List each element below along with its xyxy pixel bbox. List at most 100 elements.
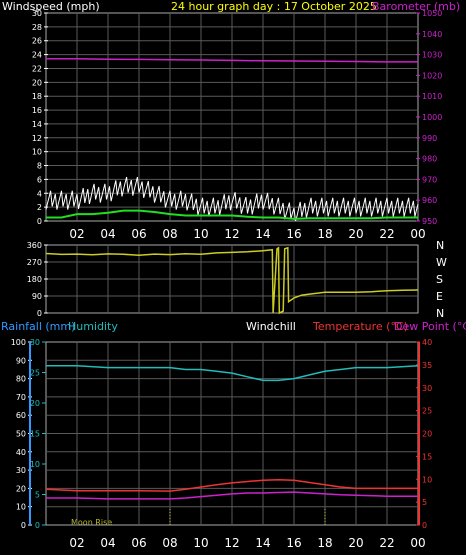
x-tick-label: 22 xyxy=(379,227,394,241)
humidity-tick-label: 30 xyxy=(16,466,26,475)
x-tick-label: 08 xyxy=(162,227,177,241)
x-tick-label: 02 xyxy=(69,227,84,241)
x-tick-label: 18 xyxy=(317,536,332,550)
humidity-tick-label: 70 xyxy=(16,393,26,402)
temperature-tick-label: 40 xyxy=(422,338,432,347)
dewpoint-series xyxy=(46,491,418,500)
temperature-title: Temperature (°C) xyxy=(312,320,408,333)
barometer-tick-label: 1050 xyxy=(422,9,442,18)
compass-label: W xyxy=(436,256,447,269)
windspeed-tick-label: 4 xyxy=(37,189,42,198)
direction-tick-label: 360 xyxy=(27,241,42,250)
barometer-tick-label: 950 xyxy=(422,217,437,226)
windspeed-tick-label: 0 xyxy=(37,217,42,226)
barometer-tick-label: 960 xyxy=(422,196,437,205)
windchill-title: Windchill xyxy=(246,320,296,333)
x-tick-label: 12 xyxy=(224,227,239,241)
temperature-series xyxy=(45,478,418,492)
humidity-series xyxy=(46,365,419,382)
x-tick-label: 06 xyxy=(131,227,146,241)
windspeed-tick-label: 6 xyxy=(37,175,42,184)
temperature-tick-label: 30 xyxy=(422,384,432,393)
barometer-tick-label: 1020 xyxy=(422,71,442,80)
temperature-tick-label: 0 xyxy=(422,521,427,530)
temperature-tick-label: 35 xyxy=(422,361,432,370)
windspeed-tick-label: 24 xyxy=(32,51,42,60)
windspeed-tick-label: 26 xyxy=(32,37,42,46)
humidity-tick-label: 40 xyxy=(16,448,26,457)
barometer-tick-label: 1040 xyxy=(422,30,442,39)
humidity-tick-label: 0 xyxy=(21,521,26,530)
x-tick-label: 00 xyxy=(410,536,425,550)
dewpoint-title: Dew Point (°C) xyxy=(394,320,466,333)
rainfall-tick-label: 5 xyxy=(35,491,40,500)
windspeed-tick-label: 20 xyxy=(32,78,42,87)
windspeed-title: Windspeed (mph) xyxy=(2,0,100,13)
temperature-tick-label: 20 xyxy=(422,430,432,439)
compass-label: N xyxy=(436,307,444,320)
temperature-tick-label: 25 xyxy=(422,407,432,416)
windspeed-tick-label: 30 xyxy=(32,9,42,18)
humidity-title: Humidity xyxy=(68,320,118,333)
rainfall-tick-label: 20 xyxy=(30,399,40,408)
x-tick-label: 10 xyxy=(193,536,208,550)
rainfall-tick-label: 30 xyxy=(30,338,40,347)
graph-day-title: 24 hour graph day : 17 October 2025 xyxy=(171,0,377,13)
x-tick-label: 20 xyxy=(348,227,363,241)
windspeed-tick-label: 14 xyxy=(32,120,42,129)
x-tick-label: 08 xyxy=(162,536,177,550)
humidity-tick-label: 20 xyxy=(16,484,26,493)
windspeed-tick-label: 16 xyxy=(32,106,42,115)
windspeed-series xyxy=(45,176,419,222)
compass-label: S xyxy=(436,273,443,286)
humidity-tick-label: 80 xyxy=(16,375,26,384)
barometer-tick-label: 990 xyxy=(422,134,437,143)
rainfall-title: Rainfall (mm) xyxy=(1,320,75,333)
temperature-tick-label: 5 xyxy=(422,498,427,507)
x-tick-label: 12 xyxy=(224,536,239,550)
x-tick-label: 10 xyxy=(193,227,208,241)
humidity-tick-label: 90 xyxy=(16,356,26,365)
x-tick-label: 04 xyxy=(100,227,115,241)
compass-label: N xyxy=(436,239,444,252)
compass-label: E xyxy=(436,290,443,303)
rainfall-tick-label: 10 xyxy=(30,460,40,469)
x-tick-label: 22 xyxy=(379,536,394,550)
x-tick-label: 14 xyxy=(255,227,270,241)
barometer-tick-label: 1000 xyxy=(422,113,442,122)
direction-tick-label: 270 xyxy=(27,258,42,267)
direction-tick-label: 90 xyxy=(32,292,42,301)
humidity-tick-label: 10 xyxy=(16,503,26,512)
humidity-tick-label: 60 xyxy=(16,411,26,420)
direction-tick-label: 0 xyxy=(37,309,42,318)
x-tick-label: 20 xyxy=(348,536,363,550)
windspeed-tick-label: 10 xyxy=(32,148,42,157)
humidity-tick-label: 100 xyxy=(11,338,26,347)
barometer-tick-label: 1030 xyxy=(422,51,442,60)
direction-tick-label: 180 xyxy=(27,275,42,284)
windspeed-tick-label: 18 xyxy=(32,92,42,101)
barometer-tick-label: 970 xyxy=(422,175,437,184)
barometer-tick-label: 980 xyxy=(422,155,437,164)
direction-series xyxy=(45,246,419,315)
barometer-series xyxy=(46,58,418,63)
humidity-tick-label: 50 xyxy=(16,430,26,439)
x-tick-label: 16 xyxy=(286,227,301,241)
x-tick-label: 04 xyxy=(100,536,115,550)
barometer-tick-label: 1010 xyxy=(422,92,442,101)
temperature-tick-label: 15 xyxy=(422,452,432,461)
rainfall-tick-label: 25 xyxy=(30,369,40,378)
windspeed-tick-label: 8 xyxy=(37,162,42,171)
x-tick-label: 00 xyxy=(410,227,425,241)
moon-rise-label: Moon Rise xyxy=(71,518,112,527)
wind-avg-series xyxy=(46,209,418,220)
rainfall-tick-label: 0 xyxy=(35,521,40,530)
windspeed-tick-label: 28 xyxy=(32,23,42,32)
windspeed-tick-label: 22 xyxy=(32,64,42,73)
x-tick-label: 14 xyxy=(255,536,270,550)
rainfall-tick-label: 15 xyxy=(30,430,40,439)
x-tick-label: 18 xyxy=(317,227,332,241)
windspeed-tick-label: 12 xyxy=(32,134,42,143)
temperature-tick-label: 10 xyxy=(422,475,432,484)
